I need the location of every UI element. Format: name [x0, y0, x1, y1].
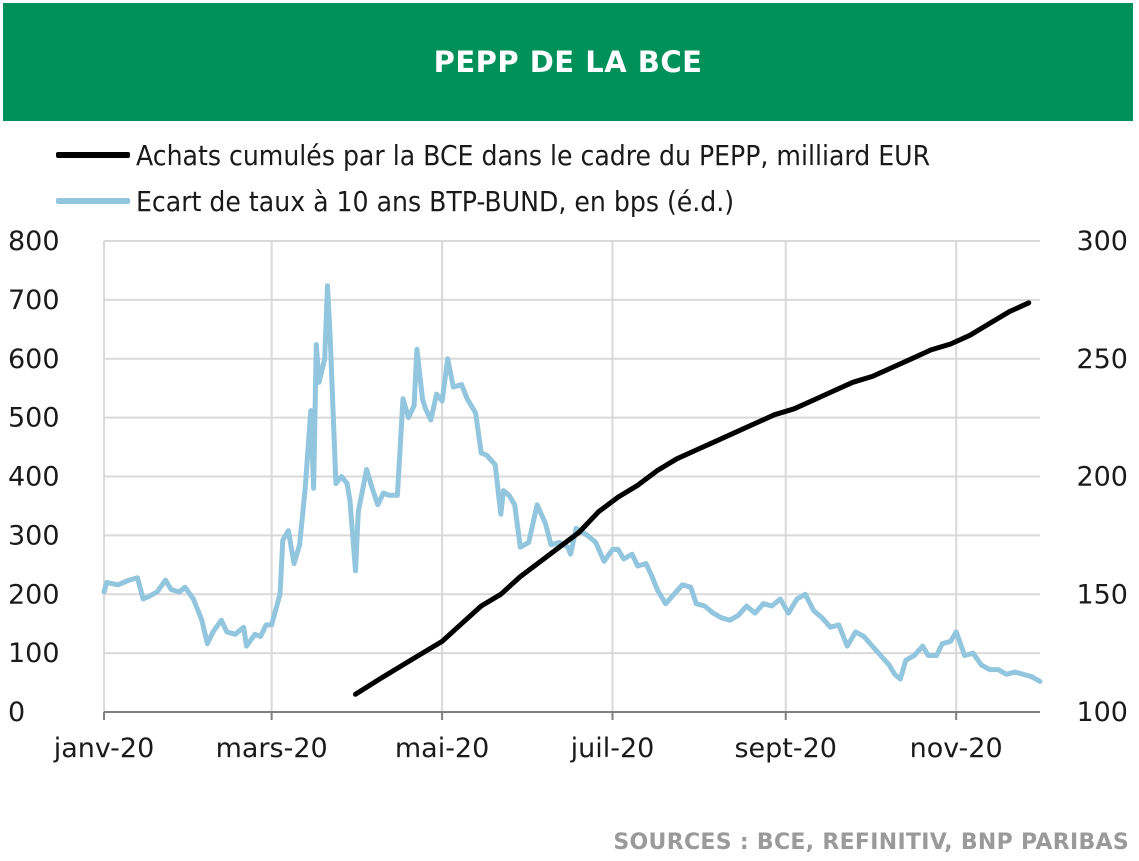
y-left-tick-label: 400	[8, 462, 60, 493]
x-tick-label: mai-20	[395, 733, 489, 764]
legend-swatch-spread	[56, 198, 130, 204]
y-left-tick-label: 600	[8, 344, 60, 375]
y-right-tick-label: 200	[1076, 462, 1128, 493]
y-left-tick-label: 500	[8, 403, 60, 434]
y-right-tick-label: 100	[1076, 697, 1128, 728]
y-right-tick-label: 300	[1076, 226, 1128, 257]
source-note: SOURCES : BCE, REFINITIV, BNP PARIBAS	[613, 830, 1129, 855]
legend-label-spread: Ecart de taux à 10 ans BTP-BUND, en bps …	[136, 184, 735, 218]
chart-header: PEPP DE LA BCE	[3, 3, 1133, 121]
x-tick-label: sept-20	[734, 733, 837, 764]
x-tick-label: janv-20	[53, 733, 155, 764]
series-line-purchases	[353, 300, 1032, 697]
x-tick-label: mars-20	[216, 733, 328, 764]
legend: Achats cumulés par la BCE dans le cadre …	[56, 132, 930, 224]
chart-title: PEPP DE LA BCE	[433, 45, 703, 79]
y-left-tick-label: 300	[8, 520, 60, 551]
legend-label-purchases: Achats cumulés par la BCE dans le cadre …	[136, 138, 931, 172]
y-left-tick-label: 0	[8, 697, 25, 728]
y-left-tick-label: 200	[8, 579, 60, 610]
legend-item-purchases: Achats cumulés par la BCE dans le cadre …	[56, 132, 930, 178]
legend-swatch-purchases	[56, 152, 130, 158]
x-tick-label: nov-20	[910, 733, 1003, 764]
x-tick-label: juil-20	[570, 733, 655, 764]
y-right-tick-label: 150	[1076, 579, 1128, 610]
y-right-tick-label: 250	[1076, 344, 1128, 375]
y-left-tick-label: 800	[8, 226, 60, 257]
legend-item-spread: Ecart de taux à 10 ans BTP-BUND, en bps …	[56, 178, 930, 224]
series-line-spread	[101, 283, 1043, 684]
y-left-tick-label: 100	[8, 638, 60, 669]
y-left-tick-label: 700	[8, 285, 60, 316]
